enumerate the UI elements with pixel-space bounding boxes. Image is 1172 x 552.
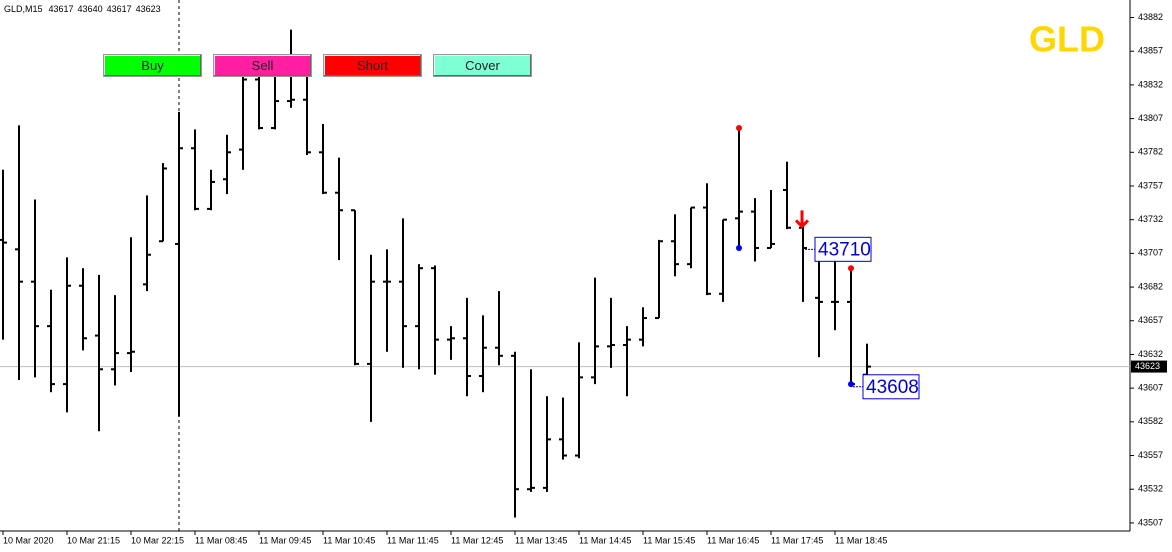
blue-dot	[736, 244, 742, 251]
red-dot	[848, 265, 854, 272]
x-tick-label: 10 Mar 2020	[3, 535, 54, 545]
y-tick-label: 43582	[1138, 416, 1163, 426]
price-label-box	[814, 236, 872, 262]
y-tick-label: 43832	[1138, 79, 1163, 89]
header-high: 43640	[78, 4, 103, 14]
sell-button[interactable]: Sell	[213, 54, 312, 77]
price-label-box	[862, 374, 920, 400]
header-open: 43617	[49, 4, 74, 14]
header-low: 43617	[107, 4, 132, 14]
cover-button[interactable]: Cover	[433, 54, 532, 77]
red-dot	[736, 125, 742, 132]
x-tick-label: 11 Mar 09:45	[259, 535, 311, 545]
price-label: 43608	[866, 377, 919, 398]
y-tick-label: 43532	[1138, 484, 1163, 494]
x-tick-label: 11 Mar 18:45	[835, 535, 887, 545]
blue-dot	[848, 381, 854, 388]
price-label: 43710	[818, 239, 871, 260]
x-tick-label: 11 Mar 17:45	[771, 535, 823, 545]
x-tick-label: 10 Mar 22:15	[131, 535, 184, 545]
y-tick-label: 43782	[1138, 147, 1163, 157]
y-tick-label: 43657	[1138, 315, 1163, 325]
y-tick-label: 43807	[1138, 113, 1163, 123]
y-tick-label: 43882	[1138, 12, 1163, 22]
x-tick-label: 11 Mar 13:45	[515, 535, 567, 545]
x-tick-label: 11 Mar 10:45	[323, 535, 375, 545]
y-tick-label: 43557	[1138, 450, 1163, 460]
y-tick-label: 43632	[1138, 349, 1163, 359]
current-price-box	[1131, 360, 1167, 373]
buy-button[interactable]: Buy	[103, 54, 202, 77]
y-tick-label: 43857	[1138, 46, 1163, 56]
chart-title: GLD,M15	[4, 4, 43, 14]
y-tick-label: 43607	[1138, 383, 1163, 393]
x-tick-label: 10 Mar 21:15	[67, 535, 120, 545]
x-tick-label: 11 Mar 11:45	[387, 535, 439, 545]
chart-header: GLD,M15 43617 43640 43617 43623	[4, 4, 161, 14]
current-price-label: 43623	[1135, 361, 1160, 371]
y-tick-label: 43507	[1138, 517, 1163, 527]
symbol-label: GLD	[1029, 19, 1105, 60]
short-button[interactable]: Short	[323, 54, 422, 77]
sell-arrow	[794, 210, 810, 229]
y-tick-label: 43682	[1138, 281, 1163, 291]
x-tick-label: 11 Mar 14:45	[579, 535, 631, 545]
x-tick-label: 11 Mar 08:45	[195, 535, 247, 545]
x-tick-label: 11 Mar 16:45	[707, 535, 759, 545]
y-tick-label: 43757	[1138, 180, 1163, 190]
x-tick-label: 11 Mar 15:45	[643, 535, 695, 545]
y-tick-label: 43732	[1138, 214, 1163, 224]
header-close: 43623	[136, 4, 161, 14]
y-tick-label: 43707	[1138, 248, 1163, 258]
x-tick-label: 11 Mar 12:45	[451, 535, 503, 545]
